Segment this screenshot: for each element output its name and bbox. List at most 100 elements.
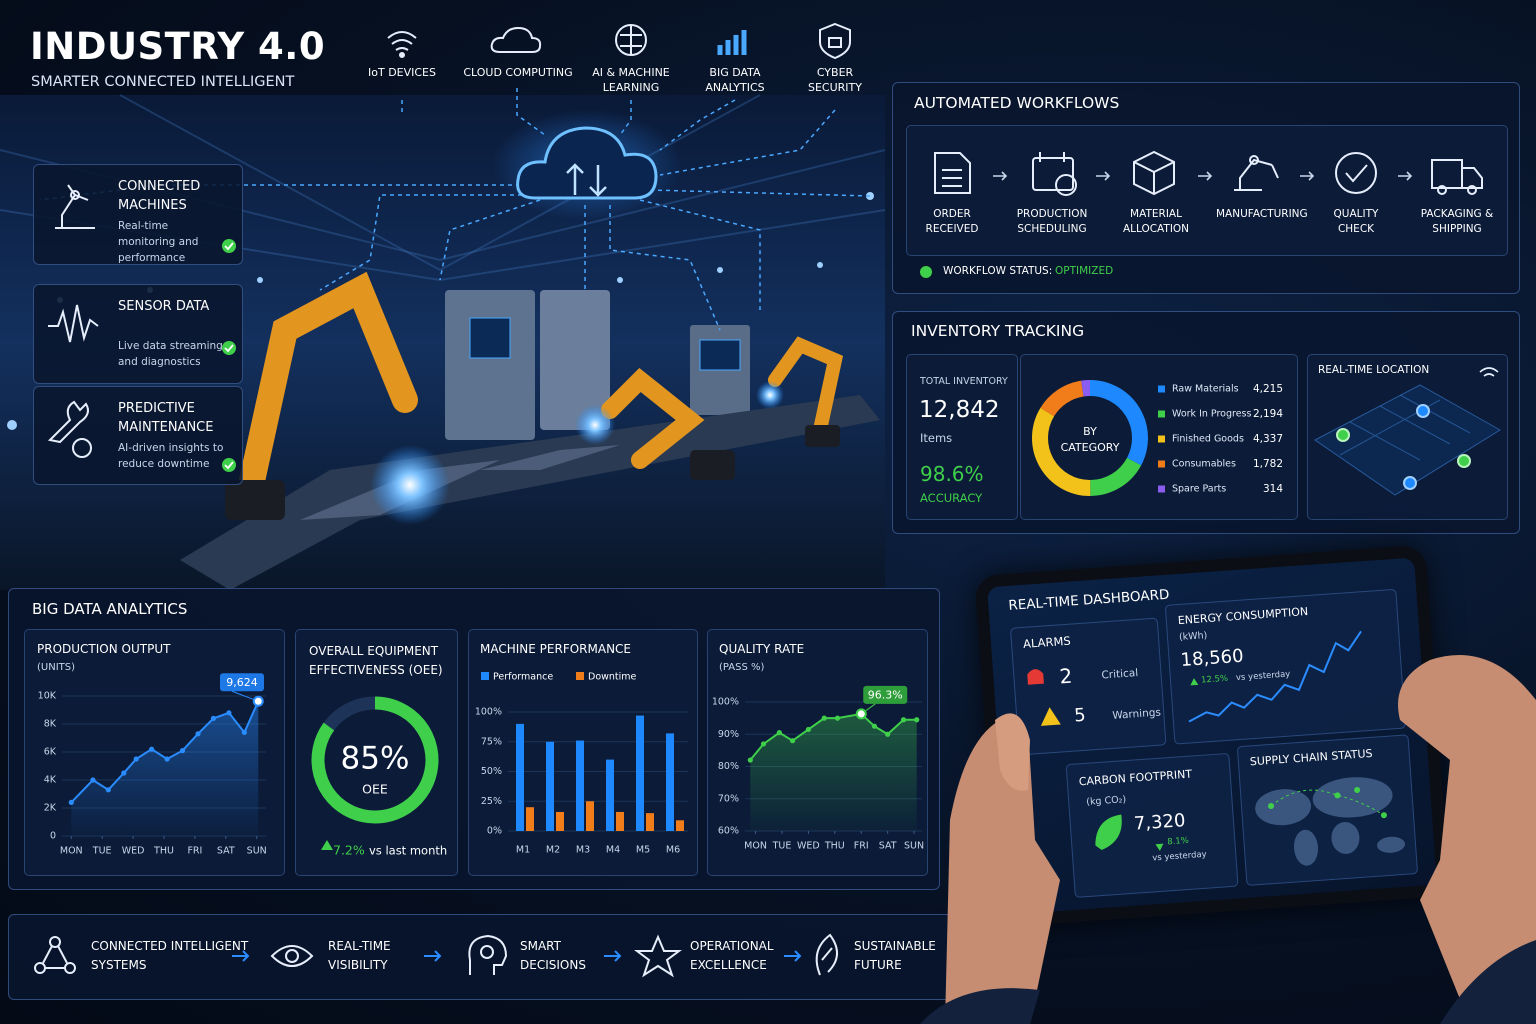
decor (934, 152, 971, 194)
workflow-icons (934, 150, 1483, 196)
decor (1345, 164, 1368, 183)
x-tick-label: FRI (187, 846, 202, 857)
decor (566, 163, 584, 195)
point (900, 717, 907, 723)
workflow-step: QUALITY CHECK (1333, 208, 1379, 235)
workflow-step: MANUFACTURING (1216, 208, 1308, 220)
decor (1339, 394, 1471, 461)
weld-spark (756, 381, 784, 409)
benefit-label: CONNECTED INTELLIGENT SYSTEMS (91, 939, 249, 972)
chart-title: PRODUCTION OUTPUT (37, 642, 171, 656)
x-tick-label: M3 (576, 845, 590, 856)
decor (257, 277, 263, 283)
decor (609, 205, 721, 331)
accuracy-label: ACCURACY (920, 491, 983, 505)
bar (636, 715, 644, 831)
legend-swatch (1158, 485, 1165, 493)
highlight-point (855, 708, 867, 720)
tablet-icons (1027, 630, 1406, 866)
point (121, 770, 127, 776)
gauge-arc (311, 696, 439, 824)
feature-text: Real-time monitoring and performance (118, 220, 199, 264)
y-tick-label: 10K (38, 691, 57, 702)
bar (526, 807, 534, 831)
bar (606, 759, 614, 831)
x-tick-label: FRI (854, 841, 869, 852)
siren-icon (1027, 669, 1044, 685)
bar (556, 811, 564, 831)
decor (819, 22, 851, 60)
benefit-arrows (232, 950, 802, 962)
chart-title: MACHINE PERFORMANCE (480, 642, 632, 656)
decor (639, 199, 761, 310)
decor (1096, 171, 1111, 181)
point (871, 723, 878, 729)
decor (1293, 829, 1319, 866)
x-tick-label: M1 (516, 845, 530, 856)
cloud-icon (516, 126, 658, 200)
supply-route (1270, 789, 1385, 816)
decor (1354, 787, 1361, 794)
accuracy-value: 98.6% (920, 462, 984, 486)
donut-slice (1032, 407, 1091, 496)
decor (817, 262, 823, 268)
decor (634, 934, 682, 978)
decor (439, 209, 886, 281)
point (90, 777, 96, 783)
machines (445, 290, 750, 440)
point (133, 756, 139, 762)
point (210, 715, 217, 722)
decor (1314, 384, 1501, 496)
carbon-change: 8.1% (1166, 835, 1190, 848)
decor (1198, 171, 1213, 181)
robot-arms (237, 271, 844, 503)
decor (1339, 394, 1471, 461)
energy-value: 18,560 (1179, 645, 1245, 671)
delta-arrow (321, 840, 333, 850)
decor (387, 31, 417, 51)
y-tick-label: 6K (44, 747, 57, 758)
tech-label: CLOUD COMPUTING (463, 66, 573, 79)
decor (232, 950, 250, 962)
value-label: 9,624 (226, 676, 258, 689)
up-arrow (1190, 678, 1199, 686)
decor (589, 165, 607, 197)
decor (1437, 185, 1447, 195)
bar (666, 733, 674, 831)
robot-bases (225, 425, 840, 520)
workflow-step: MATERIAL ALLOCATION (1122, 208, 1190, 235)
decor (1377, 836, 1406, 853)
decor (604, 950, 622, 962)
legend-value: 2,194 (1253, 408, 1283, 420)
critical-label: Critical (1101, 667, 1139, 682)
tech-label: AI & MACHINE LEARNING (592, 66, 670, 94)
benefit-label: OPERATIONAL EXCELLENCE (690, 939, 774, 972)
energy-trend (1188, 630, 1362, 723)
line (749, 712, 917, 761)
world-map (1255, 777, 1406, 866)
energy-change: 12.5% (1200, 673, 1229, 686)
legend-swatch (481, 672, 489, 680)
workflow-step: ORDER RECEIVED (925, 208, 979, 235)
legend-label: Finished Goods (1172, 434, 1244, 445)
legend-label: Downtime (588, 672, 637, 683)
gauge-label: OEE (362, 782, 388, 797)
x-tick-label: THU (824, 841, 845, 852)
x-tick-label: SUN (904, 841, 924, 852)
point (164, 756, 170, 762)
decor (1467, 185, 1477, 195)
x-tick-label: M4 (606, 845, 620, 856)
legend-value: 1,782 (1253, 458, 1283, 470)
x-tick-label: M5 (636, 845, 650, 856)
y-tick-label: 70% (718, 793, 739, 804)
y-tick-label: 25% (481, 796, 502, 807)
y-tick-label: 100% (712, 697, 739, 708)
donut-slice (1040, 380, 1084, 417)
decor (1403, 476, 1417, 490)
decor (828, 37, 842, 48)
workflow-step: PRODUCTION SCHEDULING (1016, 208, 1088, 235)
decor (1457, 454, 1471, 468)
point (226, 710, 232, 716)
decor (48, 304, 99, 343)
